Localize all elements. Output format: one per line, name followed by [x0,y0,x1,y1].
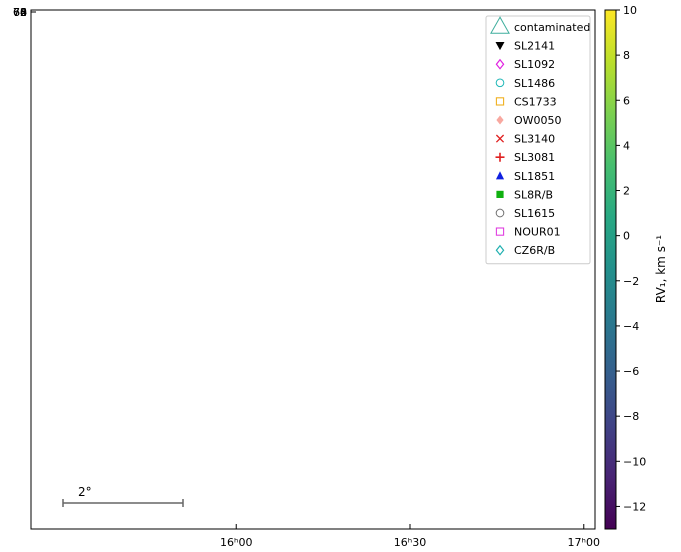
legend-label: SL3140 [514,133,555,146]
colorbar-tick-label: 8 [623,49,630,62]
legend: contaminated SL2141 SL1092 SL1486 CS1733 OW00… [485,15,591,265]
legend-marker [495,208,505,218]
legend-label: SL1851 [514,170,555,183]
legend-label: CZ6R/B [514,244,555,257]
y-tick-label: 66 [13,6,27,19]
legend-marker [490,16,510,34]
y-tick-label: 74 [13,6,27,19]
y-tick-label: 68 [13,6,27,19]
scale-bar: 2° [62,485,184,507]
colorbar-label: RV₁, km s⁻¹ [654,235,668,303]
colorbar: 10 8 6 4 2 0 −2 −4 −6 −8 −10 −12 RV₁, km s⁻¹ [604,4,668,530]
legend-label: SL3081 [514,151,555,164]
legend-label: SL1092 [514,58,555,71]
legend-marker [495,152,505,162]
legend-label: contaminated [514,21,590,34]
colorbar-gradient [605,10,616,529]
colorbar-tick-label: −8 [623,410,639,423]
colorbar-tick-label: 0 [623,230,630,243]
legend-marker [496,115,504,125]
legend-label: SL1615 [514,207,555,220]
colorbar-tick-label: 10 [623,4,637,17]
legend-label: SL8R/B [514,188,553,201]
x-tick-label: 17ʰ00 [568,536,600,549]
colorbar-tick-label: −6 [623,365,639,378]
legend-marker [495,78,505,88]
legend-marker [495,244,505,256]
colorbar-tick-label: −12 [623,500,646,513]
y-tick-label: 72 [13,6,27,19]
x-tick-label: 16ʰ00 [220,536,252,549]
legend-marker [495,42,505,51]
x-tick-label: 16ʰ30 [394,536,426,549]
y-tick-label: 70 [13,6,27,19]
legend-label: SL2141 [514,40,555,53]
colorbar-tick-label: −2 [623,275,639,288]
scale-bar-label: 2° [78,485,92,499]
plot-frame [30,9,596,530]
colorbar-tick-label: −4 [623,320,639,333]
legend-label: SL1486 [514,77,555,90]
legend-marker [495,171,505,180]
legend-label: CS1733 [514,95,557,108]
legend-marker [495,97,505,106]
colorbar-tick-label: 6 [623,94,630,107]
legend-box [485,15,591,265]
colorbar-tick-label: 2 [623,185,630,198]
legend-marker [495,227,505,236]
legend-marker [495,58,505,70]
legend-label: OW0050 [514,114,562,127]
colorbar-tick-label: 4 [623,139,630,152]
legend-marker [495,134,505,143]
legend-marker [496,190,504,198]
legend-label: NOUR01 [514,226,561,239]
colorbar-frame [604,9,617,530]
colorbar-tick-label: −10 [623,455,646,468]
